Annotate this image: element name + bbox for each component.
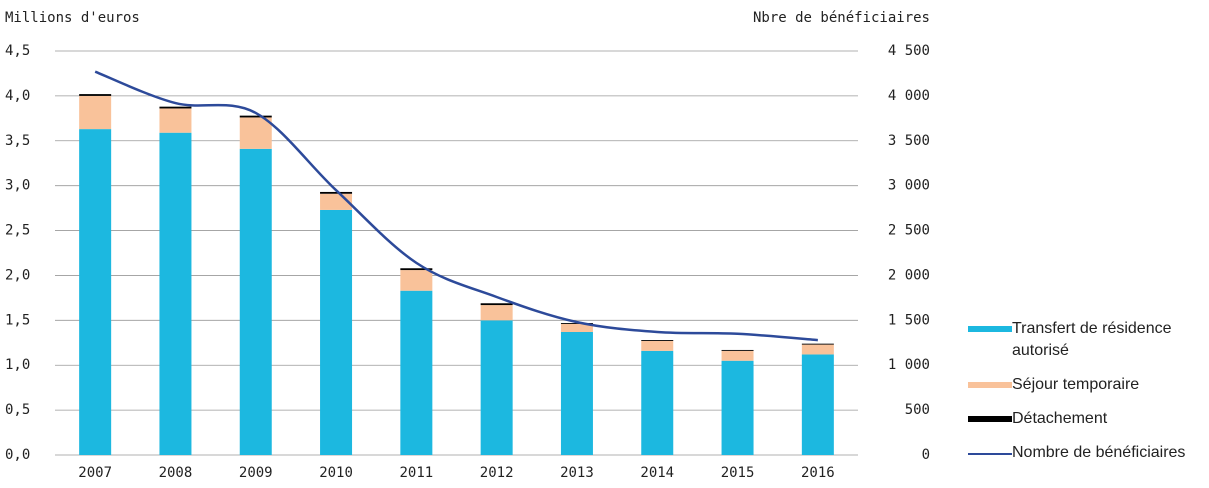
bar-segment — [400, 268, 433, 271]
line — [94, 70, 818, 342]
x-tick-label: 2010 — [319, 465, 353, 481]
bar-segment — [721, 349, 754, 351]
legend: Transfert de résidence autorisé Séjour te… — [968, 318, 1208, 476]
x-tick-label: 2015 — [721, 465, 755, 481]
bar-segment — [79, 129, 112, 455]
legend-swatch — [968, 382, 1012, 388]
bar-segment — [641, 340, 674, 341]
bar-segment — [721, 350, 754, 361]
y2-tick-label: 500 — [905, 402, 930, 418]
bar-segment — [159, 106, 192, 109]
bar-segment — [320, 209, 353, 455]
legend-item: Nombre de bénéficiaires — [968, 442, 1208, 464]
x-tick-label: 2009 — [239, 465, 273, 481]
bar-segment — [480, 303, 513, 306]
bar-segment — [560, 323, 593, 333]
y-tick-label: 0,5 — [5, 402, 30, 418]
bar-segment — [79, 94, 112, 96]
x-tick-label: 2016 — [801, 465, 835, 481]
y2-tick-label: 1 500 — [888, 312, 930, 328]
legend-label: Transfert de résidence autorisé — [1012, 320, 1172, 359]
x-tick-label: 2012 — [480, 465, 514, 481]
bar-segment — [801, 343, 834, 345]
x-tick-label: 2008 — [159, 465, 193, 481]
y2-tick-label: 3 000 — [888, 178, 930, 194]
y2-tick-label: 4 000 — [888, 88, 930, 104]
bar-segment — [320, 191, 353, 194]
bar-segment — [801, 354, 834, 455]
y-tick-label: 2,5 — [5, 223, 30, 239]
bar-segment — [239, 148, 272, 455]
y2-tick-label: 2 000 — [888, 267, 930, 283]
y-tick-label: 4,0 — [5, 88, 30, 104]
y-tick-label: 1,0 — [5, 357, 30, 373]
legend-label: Détachement — [1012, 410, 1108, 427]
legend-item: Séjour temporaire — [968, 374, 1208, 396]
y2-axis-label: Nbre de bénéficiaires — [753, 10, 930, 26]
bar-segment — [159, 108, 192, 133]
y2-tick-label: 4 500 — [888, 43, 930, 59]
x-tick-label: 2011 — [399, 465, 433, 481]
bar-segment — [560, 323, 593, 324]
legend-swatch — [968, 326, 1012, 332]
bar-segment — [400, 270, 433, 291]
legend-swatch — [968, 416, 1012, 422]
bar-segment — [721, 360, 754, 455]
y-tick-label: 1,5 — [5, 312, 30, 328]
x-tick-label: 2014 — [640, 465, 674, 481]
bar-segment — [239, 115, 272, 118]
bar-segment — [641, 350, 674, 455]
y2-tick-label: 1 000 — [888, 357, 930, 373]
chart: Millions d'euros Nbre de bénéficiaires 0… — [5, 10, 930, 481]
bar-segment — [801, 344, 834, 355]
y2-tick-label: 2 500 — [888, 223, 930, 239]
bar-segment — [480, 305, 513, 321]
y2-tick-label: 3 500 — [888, 133, 930, 149]
x-tick-label: 2007 — [78, 465, 112, 481]
bar-segment — [400, 290, 433, 455]
bar-segment — [159, 132, 192, 455]
y-tick-label: 4,5 — [5, 43, 30, 59]
x-tick-label: 2013 — [560, 465, 594, 481]
bar-segment — [79, 95, 112, 130]
legend-label: Séjour temporaire — [1012, 376, 1140, 393]
bar-segment — [560, 332, 593, 455]
bar-segment — [239, 117, 272, 149]
legend-item: Transfert de résidence autorisé — [968, 318, 1208, 362]
legend-item: Détachement — [968, 408, 1208, 430]
y-tick-label: 2,0 — [5, 267, 30, 283]
y-tick-label: 0,0 — [5, 447, 30, 463]
y2-tick-label: 0 — [922, 447, 930, 463]
bar-segment — [480, 320, 513, 455]
y-tick-label: 3,5 — [5, 133, 30, 149]
legend-label: Nombre de bénéficiaires — [1012, 444, 1186, 461]
y-axis-label: Millions d'euros — [5, 10, 140, 26]
legend-swatch — [968, 453, 1012, 455]
y-tick-label: 3,0 — [5, 178, 30, 194]
bar-segment — [641, 340, 674, 351]
